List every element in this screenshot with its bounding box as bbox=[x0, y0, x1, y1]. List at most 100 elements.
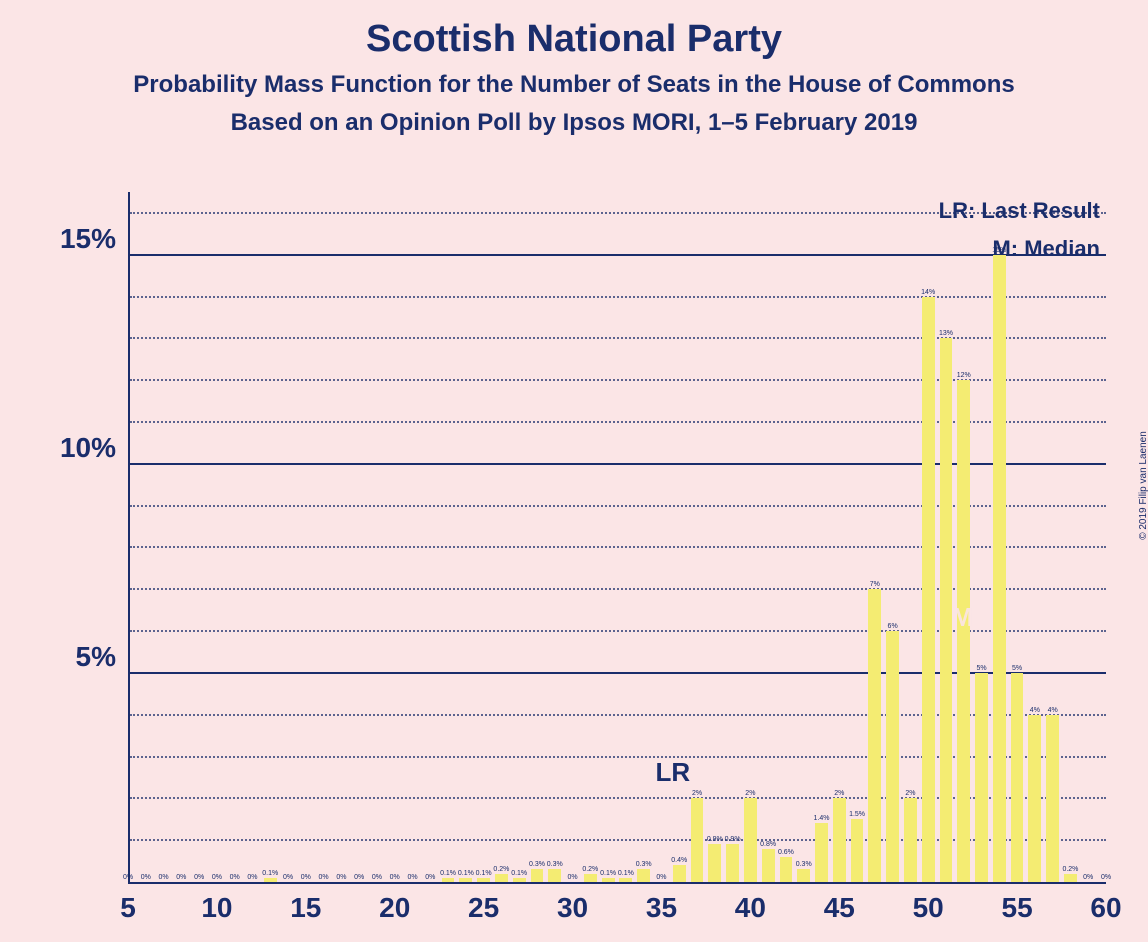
x-tick-label: 5 bbox=[120, 892, 136, 924]
bar-value-label: 0.3% bbox=[636, 861, 652, 868]
pmf-bar bbox=[691, 798, 704, 882]
x-tick-label: 20 bbox=[379, 892, 410, 924]
bar-value-label: 0.1% bbox=[511, 870, 527, 877]
bar-value-label: 0% bbox=[212, 874, 222, 881]
bar-value-label: 0% bbox=[425, 874, 435, 881]
bar-value-label: 0% bbox=[354, 874, 364, 881]
bar-value-label: 0.1% bbox=[600, 870, 616, 877]
bar-value-label: 0.2% bbox=[493, 866, 509, 873]
bar-value-label: 15% bbox=[992, 247, 1006, 254]
pmf-bar bbox=[851, 819, 864, 882]
bar-value-label: 2% bbox=[905, 790, 915, 797]
x-tick-label: 45 bbox=[824, 892, 855, 924]
y-tick-label: 15% bbox=[60, 223, 116, 255]
bar-value-label: 0.9% bbox=[707, 836, 723, 843]
bar-value-label: 0.1% bbox=[440, 870, 456, 877]
y-tick-label: 10% bbox=[60, 432, 116, 464]
pmf-bar bbox=[1046, 715, 1059, 882]
bar-value-label: 4% bbox=[1048, 707, 1058, 714]
pmf-bar-chart: LR: Last Result M: Median 5%10%15%510152… bbox=[128, 192, 1106, 884]
pmf-bar bbox=[940, 338, 953, 882]
pmf-bar bbox=[584, 874, 597, 882]
x-tick-label: 10 bbox=[201, 892, 232, 924]
pmf-bar bbox=[797, 869, 810, 882]
bar-value-label: 1.4% bbox=[814, 815, 830, 822]
bar-value-label: 0.3% bbox=[796, 861, 812, 868]
bar-value-label: 0% bbox=[1101, 874, 1111, 881]
x-tick-label: 60 bbox=[1090, 892, 1121, 924]
x-tick-label: 40 bbox=[735, 892, 766, 924]
bar-value-label: 7% bbox=[870, 581, 880, 588]
pmf-bar bbox=[477, 878, 490, 882]
pmf-bar bbox=[1011, 673, 1024, 882]
bar-value-label: 1.5% bbox=[849, 811, 865, 818]
bar-value-label: 13% bbox=[939, 330, 953, 337]
x-tick-label: 35 bbox=[646, 892, 677, 924]
pmf-bar bbox=[619, 878, 632, 882]
bar-value-label: 0% bbox=[390, 874, 400, 881]
bar-value-label: 0.9% bbox=[725, 836, 741, 843]
pmf-bar bbox=[780, 857, 793, 882]
bar-value-label: 0.3% bbox=[529, 861, 545, 868]
pmf-bar bbox=[922, 297, 935, 882]
pmf-bar bbox=[762, 849, 775, 882]
bar-value-label: 12% bbox=[957, 372, 971, 379]
grid-minor-line bbox=[130, 212, 1106, 214]
pmf-bar bbox=[975, 673, 988, 882]
bar-value-label: 2% bbox=[745, 790, 755, 797]
x-tick-label: 55 bbox=[1002, 892, 1033, 924]
last-result-marker: LR bbox=[655, 757, 690, 788]
bar-value-label: 0.3% bbox=[547, 861, 563, 868]
x-tick-label: 30 bbox=[557, 892, 588, 924]
bar-value-label: 0.2% bbox=[582, 866, 598, 873]
bar-value-label: 0% bbox=[247, 874, 257, 881]
chart-subtitle-1: Probability Mass Function for the Number… bbox=[0, 71, 1148, 99]
grid-minor-line bbox=[130, 296, 1106, 298]
pmf-bar bbox=[886, 631, 899, 882]
pmf-bar bbox=[495, 874, 508, 882]
bar-value-label: 5% bbox=[976, 665, 986, 672]
x-tick-label: 50 bbox=[913, 892, 944, 924]
bar-value-label: 5% bbox=[1012, 665, 1022, 672]
bar-value-label: 0% bbox=[301, 874, 311, 881]
copyright-text: © 2019 Filip van Laenen bbox=[1139, 431, 1148, 540]
bar-value-label: 0.1% bbox=[476, 870, 492, 877]
pmf-bar bbox=[602, 878, 615, 882]
bar-value-label: 0% bbox=[141, 874, 151, 881]
bar-value-label: 0% bbox=[372, 874, 382, 881]
bar-value-label: 0% bbox=[159, 874, 169, 881]
bar-value-label: 4% bbox=[1030, 707, 1040, 714]
pmf-bar bbox=[868, 589, 881, 882]
bar-value-label: 0.2% bbox=[1062, 866, 1078, 873]
chart-title: Scottish National Party bbox=[0, 18, 1148, 61]
bar-value-label: 0% bbox=[283, 874, 293, 881]
bar-value-label: 2% bbox=[834, 790, 844, 797]
pmf-bar bbox=[459, 878, 472, 882]
bar-value-label: 0% bbox=[336, 874, 346, 881]
bar-value-label: 0% bbox=[1083, 874, 1093, 881]
bar-value-label: 0% bbox=[194, 874, 204, 881]
x-tick-label: 25 bbox=[468, 892, 499, 924]
legend-median: M: Median bbox=[992, 236, 1100, 262]
bar-value-label: 0.1% bbox=[262, 870, 278, 877]
grid-minor-line bbox=[130, 337, 1106, 339]
pmf-bar bbox=[1028, 715, 1041, 882]
y-tick-label: 5% bbox=[76, 641, 116, 673]
pmf-bar bbox=[726, 844, 739, 882]
bar-value-label: 0% bbox=[123, 874, 133, 881]
x-tick-label: 15 bbox=[290, 892, 321, 924]
bar-value-label: 0% bbox=[319, 874, 329, 881]
pmf-bar bbox=[264, 878, 277, 882]
pmf-bar bbox=[673, 865, 686, 882]
pmf-bar bbox=[815, 823, 828, 882]
pmf-bar bbox=[833, 798, 846, 882]
pmf-bar bbox=[442, 878, 455, 882]
bar-value-label: 0% bbox=[230, 874, 240, 881]
pmf-bar bbox=[548, 869, 561, 882]
median-marker: M bbox=[952, 602, 974, 633]
bar-value-label: 6% bbox=[888, 623, 898, 630]
bar-value-label: 2% bbox=[692, 790, 702, 797]
pmf-bar bbox=[744, 798, 757, 882]
grid-major-line bbox=[130, 254, 1106, 256]
bar-value-label: 0.1% bbox=[458, 870, 474, 877]
